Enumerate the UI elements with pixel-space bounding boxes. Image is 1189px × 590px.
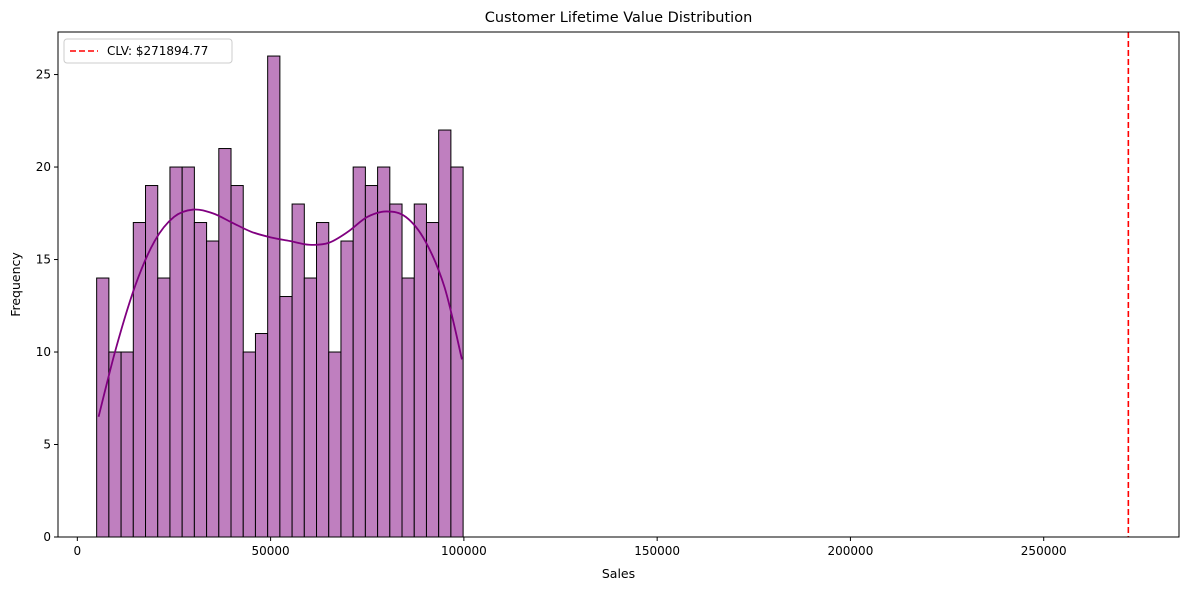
histogram-bar (413, 203, 427, 538)
kde-curve (97, 208, 463, 417)
histogram-bar (157, 277, 171, 538)
x-tick-label: 50000 (252, 544, 290, 558)
y-tick-label: 0 (43, 530, 51, 544)
histogram-bar (206, 240, 220, 538)
histogram-bar (218, 148, 232, 538)
histogram-bar (230, 185, 244, 538)
histogram-bar (267, 55, 281, 538)
y-axis-label: Frequency (8, 252, 23, 317)
histogram-bar (181, 166, 195, 538)
y-tick-label: 5 (43, 438, 51, 452)
histogram-bar (108, 351, 122, 538)
x-tick-label: 200000 (828, 544, 874, 558)
histogram-bar (291, 203, 305, 538)
histogram-bar (132, 222, 147, 538)
x-axis-label: Sales (602, 566, 635, 581)
histogram-bar (254, 333, 269, 538)
x-tick-label: 100000 (441, 544, 487, 558)
plot-frame (57, 31, 1180, 538)
legend-label-clv: CLV: $271894.77 (107, 44, 208, 58)
histogram-bar (96, 277, 110, 538)
histogram-bar (279, 296, 293, 538)
chart-title: Customer Lifetime Value Distribution (485, 10, 753, 26)
histogram-bar (438, 129, 452, 538)
histogram-bar (193, 222, 208, 538)
x-tick-label: 150000 (634, 544, 680, 558)
histogram-bar (169, 166, 183, 538)
y-tick-label: 10 (36, 345, 51, 359)
histogram-bar (303, 277, 318, 538)
histogram-bar (316, 222, 330, 538)
histogram-bar (377, 166, 391, 538)
legend: CLV: $271894.77 (63, 38, 233, 64)
x-tick-label: 250000 (1021, 544, 1067, 558)
legend-box (63, 38, 233, 64)
histogram-bar (328, 351, 342, 538)
histogram-bar (120, 351, 134, 538)
x-tick-label: 0 (74, 544, 82, 558)
histogram-bar (425, 222, 440, 538)
histogram-bar (450, 166, 464, 538)
histogram-bar (389, 203, 403, 538)
histogram-bar (401, 277, 415, 538)
y-tick-label: 20 (36, 160, 51, 174)
histogram-bar (242, 351, 256, 538)
histogram-bar (364, 185, 379, 538)
histogram-bar (340, 240, 354, 538)
y-tick-label: 15 (36, 253, 51, 267)
y-tick-label: 25 (36, 68, 51, 82)
